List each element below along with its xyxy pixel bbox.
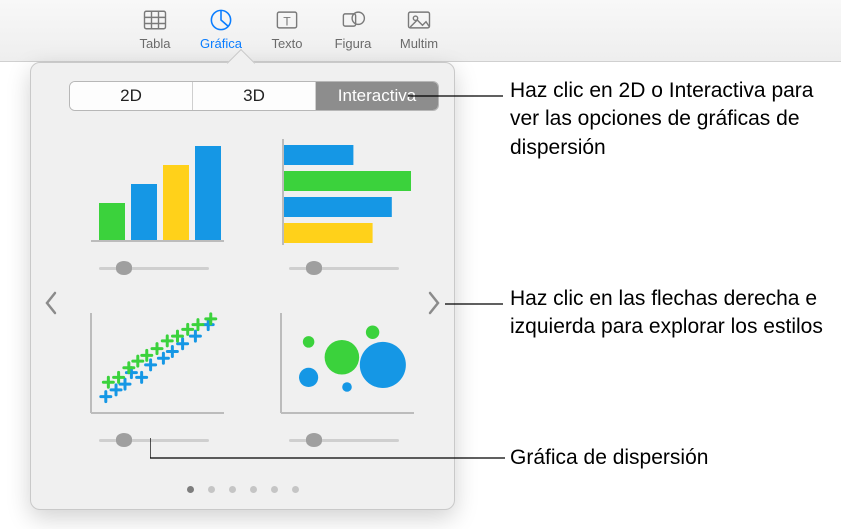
toolbar-item-label: Gráfica <box>200 36 242 51</box>
page-dots <box>31 486 454 493</box>
toolbar-item-tabla[interactable]: Tabla <box>122 0 188 62</box>
chart-type-segmented: 2D 3D Interactiva <box>69 81 439 111</box>
slider-knob <box>116 261 132 275</box>
callout-scatter: Gráfica de dispersión <box>510 444 830 472</box>
prev-style-arrow[interactable] <box>41 291 61 322</box>
chart-option-bar[interactable] <box>269 133 419 273</box>
segment-label: 2D <box>120 86 142 106</box>
toolbar-item-label: Tabla <box>139 36 170 51</box>
toolbar-item-figura[interactable]: Figura <box>320 0 386 62</box>
toolbar-item-label: Figura <box>335 36 372 51</box>
column-chart-icon <box>79 133 229 253</box>
style-slider[interactable] <box>99 435 209 445</box>
segment-2d[interactable]: 2D <box>70 82 193 110</box>
text-icon: T <box>273 6 301 34</box>
toolbar-item-multim[interactable]: Multim <box>386 0 452 62</box>
svg-text:T: T <box>283 14 291 28</box>
page-dot[interactable] <box>208 486 215 493</box>
segment-label: Interactiva <box>338 86 416 106</box>
toolbar-item-label: Multim <box>400 36 438 51</box>
chevron-right-icon <box>427 291 441 315</box>
slider-knob <box>116 433 132 447</box>
toolbar: Tabla Gráfica T Texto Figura Multim <box>0 0 841 62</box>
chart-option-scatter[interactable] <box>79 305 229 445</box>
chart-option-bubble[interactable] <box>269 305 419 445</box>
bar-chart-icon <box>269 133 419 253</box>
style-slider[interactable] <box>289 435 399 445</box>
scatter-chart-icon <box>79 305 229 425</box>
shape-icon <box>339 6 367 34</box>
callout-tabs: Haz clic en 2D o Interactiva para ver la… <box>510 77 830 162</box>
slider-knob <box>306 433 322 447</box>
chart-style-grid <box>79 133 419 445</box>
chevron-left-icon <box>44 291 58 315</box>
page-dot[interactable] <box>292 486 299 493</box>
table-icon <box>141 6 169 34</box>
style-slider[interactable] <box>99 263 209 273</box>
callout-arrows: Haz clic en las flechas derecha e izquie… <box>510 285 830 342</box>
segment-3d[interactable]: 3D <box>193 82 316 110</box>
media-icon <box>405 6 433 34</box>
toolbar-item-texto[interactable]: T Texto <box>254 0 320 62</box>
segment-label: 3D <box>243 86 265 106</box>
chart-popover: 2D 3D Interactiva <box>30 62 455 510</box>
segment-interactiva[interactable]: Interactiva <box>316 82 438 110</box>
page-dot[interactable] <box>250 486 257 493</box>
slider-knob <box>306 261 322 275</box>
next-style-arrow[interactable] <box>424 291 444 322</box>
style-slider[interactable] <box>289 263 399 273</box>
toolbar-item-label: Texto <box>271 36 302 51</box>
bubble-chart-icon <box>269 305 419 425</box>
page-dot[interactable] <box>271 486 278 493</box>
page-dot[interactable] <box>229 486 236 493</box>
page-dot[interactable] <box>187 486 194 493</box>
chart-option-column[interactable] <box>79 133 229 273</box>
chart-icon <box>207 6 235 34</box>
